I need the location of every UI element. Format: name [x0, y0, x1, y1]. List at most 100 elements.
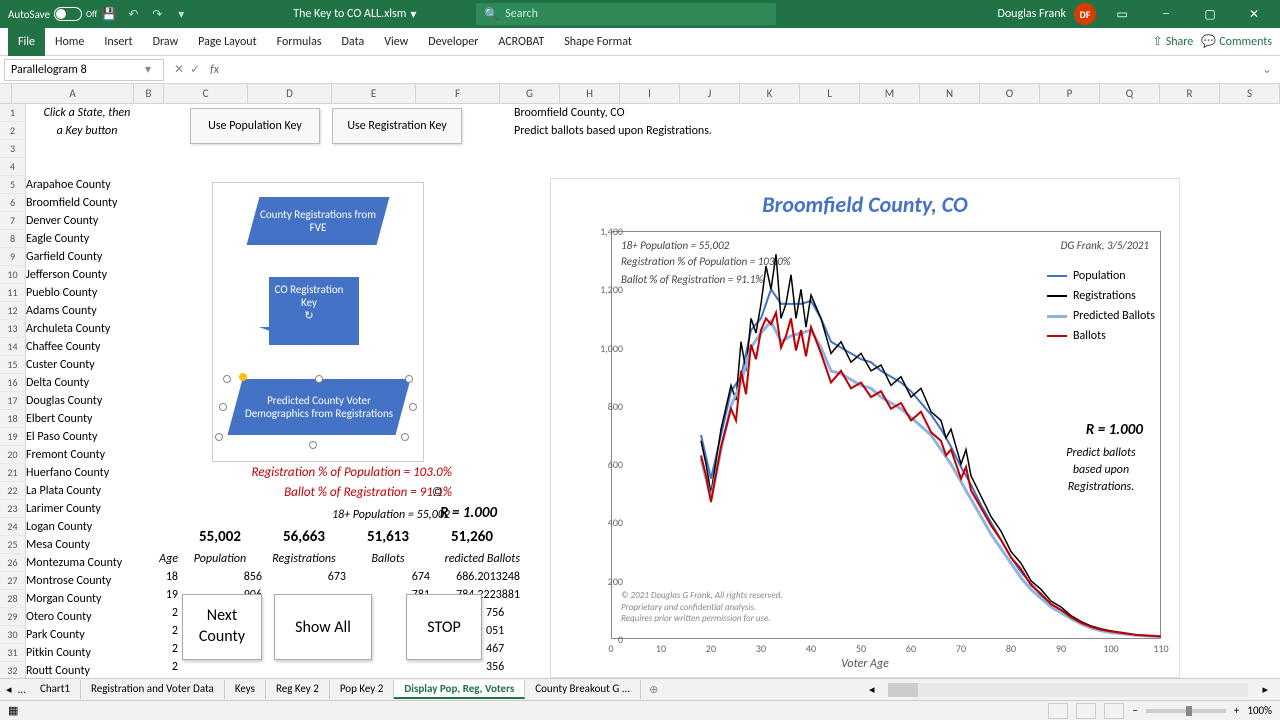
page-break-view-icon[interactable] — [1104, 703, 1124, 719]
row-header-22[interactable]: 22 — [0, 482, 26, 500]
county-cell[interactable]: Eagle County — [26, 230, 89, 248]
stop-button[interactable]: STOP — [406, 594, 482, 660]
sheet-tab[interactable]: Keys — [225, 680, 266, 699]
row-header-15[interactable]: 15 — [0, 356, 26, 374]
zoom-slider[interactable] — [1146, 709, 1226, 713]
row-header-30[interactable]: 30 — [0, 626, 26, 644]
redo-icon[interactable]: ↷ — [147, 4, 167, 24]
col-header-D[interactable]: D — [248, 84, 332, 103]
data-cell[interactable]: 051 — [486, 622, 504, 640]
show-all-button[interactable]: Show All — [274, 594, 372, 660]
username[interactable]: Douglas Frank — [997, 7, 1066, 21]
qat-dropdown-icon[interactable]: ▾ — [171, 4, 191, 24]
row-header-31[interactable]: 31 — [0, 644, 26, 662]
col-header-O[interactable]: O — [980, 84, 1040, 103]
maximize-icon[interactable]: ▢ — [1192, 0, 1228, 28]
col-header-G[interactable]: G — [500, 84, 560, 103]
sheet-tab[interactable]: Chart1 — [30, 680, 81, 699]
data-cell[interactable]: 18 — [148, 568, 178, 586]
county-cell[interactable]: Denver County — [26, 212, 98, 230]
select-all-button[interactable] — [0, 84, 12, 103]
data-cell[interactable]: 673 — [262, 568, 346, 586]
row-header-6[interactable]: 6 — [0, 194, 26, 212]
expand-formula-icon[interactable]: ⌄ — [1262, 62, 1272, 77]
ribbon-tab-insert[interactable]: Insert — [94, 28, 142, 56]
sheet-tab[interactable]: Registration and Voter Data — [81, 680, 225, 699]
sheet-tab[interactable]: County Breakout G ... — [525, 680, 641, 699]
ribbon-tab-view[interactable]: View — [374, 28, 418, 56]
row-header-10[interactable]: 10 — [0, 266, 26, 284]
county-cell[interactable]: Delta County — [26, 374, 89, 392]
col-header-F[interactable]: F — [416, 84, 500, 103]
county-cell[interactable]: La Plata County — [26, 482, 101, 500]
col-header-A[interactable]: A — [12, 84, 134, 103]
data-cell[interactable]: 19 — [148, 586, 178, 604]
fx-icon[interactable]: fx — [210, 63, 219, 77]
tab-scroll-left-icon[interactable]: ◂ — [6, 683, 12, 696]
county-cell[interactable]: Adams County — [26, 302, 97, 320]
row-header-5[interactable]: 5 — [0, 176, 26, 194]
search-box[interactable]: 🔍 Search — [476, 3, 776, 25]
zoom-out-icon[interactable]: − — [1132, 704, 1137, 717]
county-cell[interactable]: Broomfield County — [26, 194, 117, 212]
horizontal-scrollbar[interactable] — [888, 683, 1248, 697]
row-header-21[interactable]: 21 — [0, 464, 26, 482]
county-cell[interactable]: Morgan County — [26, 590, 101, 608]
county-cell[interactable]: Arapahoe County — [26, 176, 111, 194]
ribbon-tab-home[interactable]: Home — [45, 28, 94, 56]
ribbon-tab-acrobat[interactable]: ACROBAT — [488, 28, 554, 56]
row-header-12[interactable]: 12 — [0, 302, 26, 320]
flowchart-container[interactable]: County Registrations from FVE CO Registr… — [212, 182, 424, 462]
row-header-2[interactable]: 2 — [0, 122, 26, 140]
autosave-switch[interactable] — [54, 7, 82, 21]
col-header-S[interactable]: S — [1220, 84, 1280, 103]
ribbon-tab-developer[interactable]: Developer — [418, 28, 488, 56]
data-cell[interactable]: 756 — [486, 604, 504, 622]
col-header-E[interactable]: E — [332, 84, 416, 103]
filename-area[interactable]: The Key to CO ALL.xlsm ▾ — [293, 7, 416, 22]
col-header-B[interactable]: B — [134, 84, 164, 103]
col-header-J[interactable]: J — [680, 84, 740, 103]
minimize-icon[interactable]: ─ — [1148, 0, 1184, 28]
row-header-19[interactable]: 19 — [0, 428, 26, 446]
autosave-toggle[interactable]: AutoSave Off — [8, 7, 97, 21]
county-cell[interactable]: Pitkin County — [26, 644, 91, 662]
county-cell[interactable]: Fremont County — [26, 446, 105, 464]
data-cell[interactable]: 856 — [178, 568, 262, 586]
name-box[interactable]: Parallelogram 8 ▾ — [4, 59, 164, 81]
new-sheet-icon[interactable]: ⊕ — [649, 683, 658, 696]
row-header-27[interactable]: 27 — [0, 572, 26, 590]
row-header-1[interactable]: 1 — [0, 104, 26, 122]
ribbon-tab-draw[interactable]: Draw — [143, 28, 189, 56]
share-button[interactable]: ⇧Share — [1153, 34, 1194, 49]
col-header-N[interactable]: N — [920, 84, 980, 103]
scroll-right-icon[interactable]: ▸ — [1262, 683, 1268, 697]
county-cell[interactable]: Park County — [26, 626, 85, 644]
county-cell[interactable]: Mesa County — [26, 536, 90, 554]
row-header-24[interactable]: 24 — [0, 518, 26, 536]
row-header-17[interactable]: 17 — [0, 392, 26, 410]
data-cell[interactable]: 356 — [486, 658, 504, 676]
county-cell[interactable]: Pueblo County — [26, 284, 97, 302]
row-header-8[interactable]: 8 — [0, 230, 26, 248]
formula-input[interactable] — [225, 59, 1262, 81]
data-cell[interactable]: 467 — [486, 640, 504, 658]
sheet-tab[interactable]: Pop Key 2 — [330, 680, 395, 699]
county-cell[interactable]: Garfield County — [26, 248, 102, 266]
row-header-25[interactable]: 25 — [0, 536, 26, 554]
county-cell[interactable]: Archuleta County — [26, 320, 110, 338]
row-header-26[interactable]: 26 — [0, 554, 26, 572]
row-header-18[interactable]: 18 — [0, 410, 26, 428]
row-header-14[interactable]: 14 — [0, 338, 26, 356]
county-cell[interactable]: Jefferson County — [26, 266, 107, 284]
ribbon-tab-file[interactable]: File — [8, 28, 45, 56]
data-cell[interactable]: 686.2013248 — [430, 568, 520, 586]
data-cell[interactable]: 2 — [148, 658, 178, 676]
county-cell[interactable]: Douglas County — [26, 392, 102, 410]
row-header-29[interactable]: 29 — [0, 608, 26, 626]
row-header-28[interactable]: 28 — [0, 590, 26, 608]
col-header-L[interactable]: L — [800, 84, 860, 103]
county-cell[interactable]: Montrose County — [26, 572, 111, 590]
sheet-tab[interactable]: Reg Key 2 — [266, 680, 330, 699]
tab-scroll-right-icon[interactable]: … — [18, 683, 26, 696]
